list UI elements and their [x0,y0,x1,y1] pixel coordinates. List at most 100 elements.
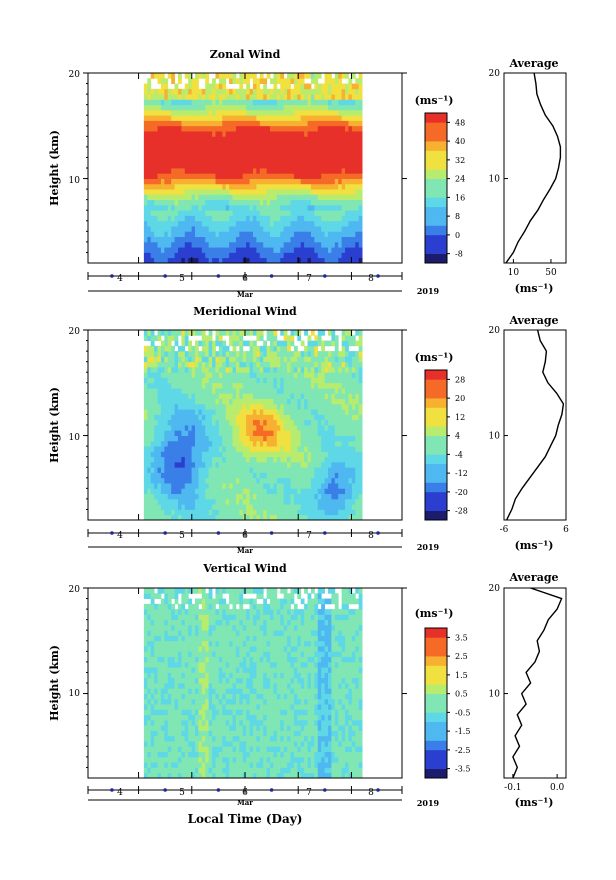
heatmap-cell [308,457,312,463]
heatmap-cell [212,488,216,494]
heatmap-cell [181,462,185,468]
heatmap-cell [314,478,318,484]
heatmap-cell [301,430,305,436]
heatmap-cell [222,205,226,211]
heatmap-cell [335,488,339,494]
average-x-tick-label: 6 [563,525,569,535]
heatmap-cell [321,142,325,148]
heatmap-cell [267,189,271,195]
heatmap-cell [154,694,158,700]
heatmap-cell [335,388,339,394]
heatmap-cell [147,704,151,710]
heatmap-cell [246,184,250,190]
heatmap-cell [158,593,162,599]
heatmap-cell [212,457,216,463]
heatmap-cell [359,425,363,431]
heatmap-cell [287,173,291,179]
heatmap-cell [308,189,312,195]
heatmap-cell [243,430,247,436]
meridional-wind-ytick-20: 20 [69,327,81,337]
heatmap-cell [181,393,185,399]
heatmap-cell [338,168,342,174]
heatmap-cell [212,168,216,174]
heatmap-cell [246,383,250,389]
heatmap-cell [263,152,267,158]
heatmap-cell [294,367,298,373]
heatmap-cell [175,462,179,468]
heatmap-cell [185,362,189,368]
heatmap-cell [256,409,260,415]
heatmap-cell [297,467,301,473]
heatmap-cell [243,383,247,389]
heatmap-cell [233,115,237,121]
heatmap-cell [147,752,151,758]
heatmap-cell [270,420,274,426]
heatmap-cell [246,173,250,179]
heatmap-cell [256,483,260,489]
heatmap-cell [359,131,363,137]
heatmap-cell [263,483,267,489]
heatmap-cell [222,446,226,452]
heatmap-cell [175,457,179,463]
heatmap-cell [246,409,250,415]
heatmap-cell [181,441,185,447]
heatmap-cell [151,231,155,237]
heatmap-cell [290,200,294,206]
heatmap-cell [236,131,240,137]
heatmap-cell [233,189,237,195]
heatmap-cell [321,84,325,90]
heatmap-cell [325,231,329,237]
heatmap-cell [226,147,230,153]
heatmap-cell [226,73,230,79]
heatmap-cell [239,163,243,169]
heatmap-cell [158,221,162,227]
heatmap-cell [233,142,237,148]
heatmap-cell [171,741,175,747]
heatmap-cell [205,430,209,436]
heatmap-cell [311,473,315,479]
heatmap-cell [209,194,213,200]
heatmap-cell [273,237,277,243]
heatmap-cell [161,94,165,100]
heatmap-cell [253,205,257,211]
heatmap-cell [171,488,175,494]
heatmap-cell [263,142,267,148]
heatmap-cell [338,147,342,153]
heatmap-cell [209,473,213,479]
heatmap-cell [171,73,175,79]
heatmap-cell [144,762,148,768]
heatmap-cell [321,356,325,362]
heatmap-cell [338,430,342,436]
heatmap-cell [192,110,196,116]
heatmap-cell [352,147,356,153]
heatmap-cell [260,425,264,431]
heatmap-cell [263,457,267,463]
heatmap-cell [181,436,185,442]
heatmap-cell [325,393,329,399]
heatmap-cell [314,94,318,100]
heatmap-cell [175,330,179,336]
heatmap-cell [151,657,155,663]
heatmap-cell [185,94,189,100]
heatmap-cell [202,372,206,378]
heatmap-cell [171,414,175,420]
heatmap-cell [188,399,192,405]
heatmap-cell [198,457,202,463]
heatmap-cell [233,221,237,227]
heatmap-cell [270,351,274,357]
heatmap-cell [348,341,352,347]
heatmap-cell [263,473,267,479]
heatmap-cell [178,184,182,190]
heatmap-cell [164,126,168,132]
heatmap-cell [260,89,264,95]
heatmap-cell [181,163,185,169]
heatmap-cell [171,200,175,206]
heatmap-cell [287,110,291,116]
heatmap-cell [308,446,312,452]
heatmap-cell [164,478,168,484]
heatmap-cell [161,362,165,368]
heatmap-cell [328,356,332,362]
heatmap-cell [226,441,230,447]
heatmap-cell [219,157,223,163]
heatmap-cell [171,404,175,410]
